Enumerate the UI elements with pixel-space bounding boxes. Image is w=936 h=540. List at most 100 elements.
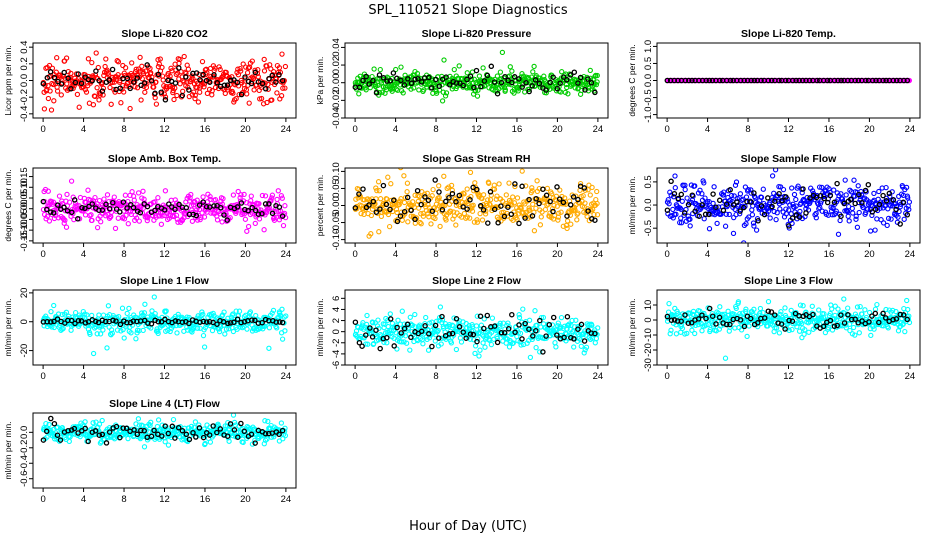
data-point bbox=[443, 90, 450, 96]
data-point bbox=[526, 86, 532, 92]
data-point bbox=[202, 440, 208, 447]
data-point bbox=[856, 209, 862, 216]
reference-point bbox=[709, 77, 716, 84]
data-point bbox=[279, 51, 285, 57]
reference-point bbox=[810, 311, 816, 318]
y-tick-label: -0.15 bbox=[19, 230, 30, 252]
reference-point bbox=[588, 80, 595, 86]
data-point bbox=[365, 341, 371, 347]
data-point bbox=[526, 207, 532, 214]
reference-point bbox=[137, 209, 144, 216]
reference-point bbox=[529, 83, 535, 89]
data-point bbox=[98, 219, 104, 225]
data-point bbox=[388, 330, 394, 337]
data-point bbox=[516, 312, 522, 318]
data-point bbox=[244, 326, 250, 332]
reference-point bbox=[439, 313, 445, 320]
reference-point bbox=[872, 206, 879, 213]
reference-point bbox=[197, 319, 203, 325]
reference-point bbox=[741, 323, 748, 330]
x-tick-label: 16 bbox=[512, 249, 523, 260]
data-point bbox=[363, 87, 369, 93]
reference-point bbox=[664, 313, 671, 320]
reference-point bbox=[761, 211, 768, 218]
data-point bbox=[74, 91, 81, 98]
data-point bbox=[282, 63, 289, 70]
panel-title: Slope Line 1 Flow bbox=[120, 275, 210, 287]
data-point bbox=[164, 84, 170, 90]
data-point bbox=[765, 208, 772, 214]
data-point bbox=[377, 196, 384, 202]
data-point bbox=[59, 311, 65, 318]
reference-point bbox=[685, 201, 692, 208]
data-point bbox=[68, 70, 74, 77]
data-point bbox=[529, 188, 535, 194]
reference-point bbox=[737, 317, 744, 323]
reference-point bbox=[110, 199, 116, 206]
x-tick-label: 8 bbox=[433, 371, 438, 382]
reference-point bbox=[821, 195, 827, 202]
data-point bbox=[417, 322, 423, 328]
reference-point bbox=[592, 330, 598, 337]
reference-point bbox=[82, 320, 89, 326]
data-point bbox=[725, 308, 731, 314]
data-point bbox=[380, 200, 387, 207]
reference-point bbox=[848, 196, 854, 202]
reference-point bbox=[446, 82, 453, 88]
reference-point bbox=[436, 83, 443, 89]
data-point bbox=[421, 87, 427, 93]
reference-point bbox=[747, 315, 754, 322]
reference-point bbox=[741, 77, 747, 84]
data-point bbox=[689, 327, 695, 333]
data-point bbox=[742, 203, 748, 210]
data-point bbox=[739, 197, 745, 203]
data-point bbox=[439, 317, 446, 323]
reference-point bbox=[730, 202, 737, 208]
data-point bbox=[276, 65, 283, 71]
y-tick-label: 0.0 bbox=[643, 74, 654, 87]
reference-point bbox=[113, 318, 119, 324]
reference-point bbox=[484, 72, 491, 79]
data-point bbox=[481, 316, 487, 322]
y-axis-label: ml/min per min. bbox=[627, 176, 637, 234]
reference-point bbox=[269, 210, 276, 217]
reference-point bbox=[384, 78, 390, 84]
data-point bbox=[492, 76, 498, 83]
reference-point bbox=[162, 97, 169, 103]
data-point bbox=[821, 311, 827, 317]
data-point bbox=[572, 85, 578, 91]
data-point bbox=[565, 91, 571, 97]
y-tick-label: 0.00 bbox=[19, 199, 30, 218]
panel-5: Slope Gas Stream RH0 4 8 12 16 20 24-0.10-0.05… bbox=[315, 153, 609, 260]
y-axis-label: degrees C per min. bbox=[627, 44, 637, 116]
reference-point bbox=[360, 186, 366, 192]
panel-title: Slope Line 3 Flow bbox=[744, 275, 834, 287]
data-point bbox=[780, 186, 787, 193]
reference-point bbox=[710, 191, 716, 197]
data-point bbox=[497, 69, 504, 75]
y-axis-label: kPa per min. bbox=[315, 57, 325, 105]
reference-point bbox=[862, 187, 869, 194]
x-tick-label: 20 bbox=[864, 124, 875, 135]
reference-point bbox=[134, 75, 140, 81]
data-point bbox=[529, 185, 535, 191]
data-point bbox=[269, 195, 275, 201]
reference-point bbox=[124, 205, 130, 211]
reference-point bbox=[668, 178, 674, 185]
data-point bbox=[743, 221, 749, 227]
data-point bbox=[853, 213, 859, 219]
data-point bbox=[850, 210, 856, 216]
y-tick-label: 0 bbox=[19, 319, 30, 324]
reference-point bbox=[401, 82, 408, 88]
data-point bbox=[835, 306, 841, 312]
data-point bbox=[103, 56, 109, 62]
points-7 bbox=[40, 294, 289, 357]
reference-point bbox=[575, 196, 581, 203]
data-point bbox=[84, 434, 90, 440]
y-tick-label: 0.10 bbox=[331, 162, 342, 181]
data-point bbox=[824, 317, 831, 323]
data-point bbox=[283, 313, 289, 319]
data-point bbox=[107, 84, 113, 91]
reference-point bbox=[266, 75, 272, 82]
data-point bbox=[136, 422, 143, 428]
